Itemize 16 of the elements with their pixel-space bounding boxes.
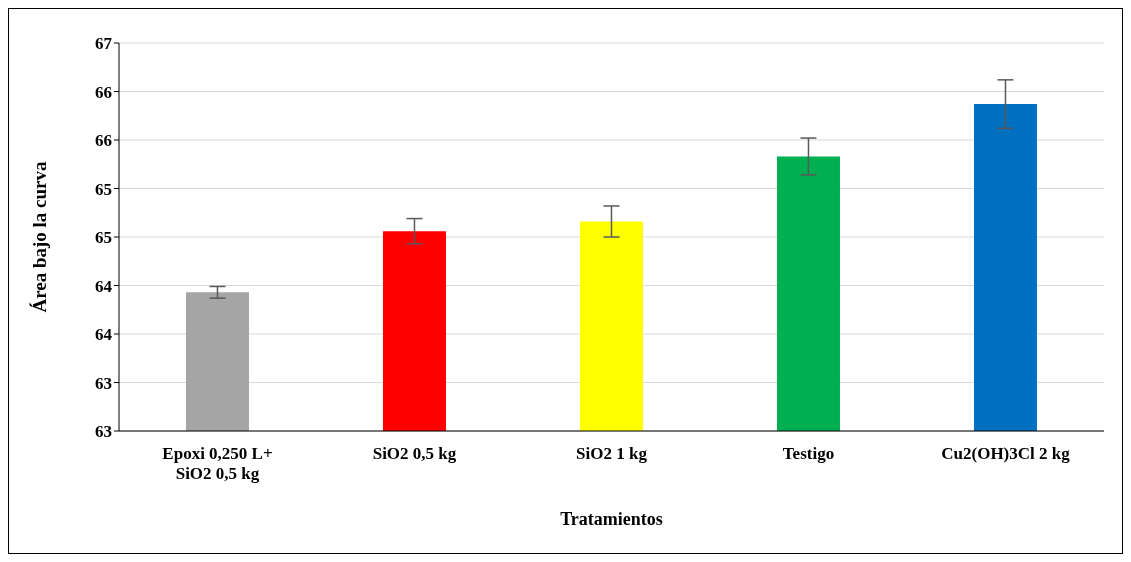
x-tick-label: Epoxi 0,250 L+ SiO2 0,5 kg: [162, 444, 273, 483]
x-tick-label: Cu2(OH)3Cl 2 kg: [941, 444, 1071, 463]
x-tick-label: Testigo: [782, 444, 835, 463]
y-tick-label: 67: [95, 34, 113, 54]
y-tick-label: 65: [95, 228, 112, 248]
y-tick-label: 63: [95, 422, 112, 442]
x-axis-title: Tratamientos: [560, 509, 663, 529]
y-tick-label: 65: [95, 179, 112, 199]
y-tick-label: 66: [95, 131, 112, 151]
y-tick-label: 66: [95, 82, 112, 102]
y-tick-label: 64: [95, 276, 113, 296]
y-axis-title: Área bajo la curva: [28, 160, 50, 313]
y-tick-label: 64: [95, 325, 113, 345]
y-tick-label: 63: [95, 373, 112, 393]
x-tick-label: SiO2 0,5 kg: [372, 444, 457, 463]
x-tick-label: SiO2 1 kg: [576, 444, 648, 463]
